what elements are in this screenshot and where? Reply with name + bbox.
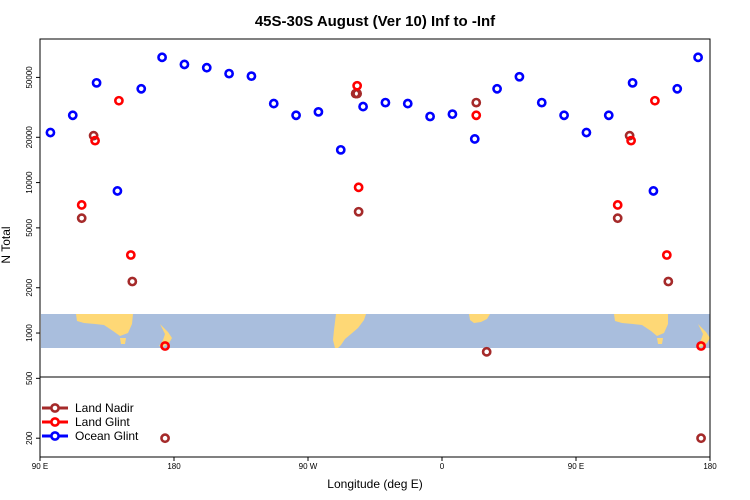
ocean-glint-point bbox=[136, 83, 147, 94]
y-tick-label: 5000 bbox=[25, 218, 34, 236]
x-axis: 90 E 180 90 W 0 90 E 180 bbox=[32, 457, 717, 471]
land-glint-point bbox=[160, 341, 170, 351]
x-tick-label: 90 W bbox=[299, 462, 318, 471]
land-nadir-point bbox=[612, 213, 623, 224]
y-tick-label: 1000 bbox=[25, 324, 34, 342]
ocean-glint-point bbox=[157, 52, 167, 63]
land-glint-point bbox=[125, 250, 136, 260]
land-glint-point bbox=[471, 110, 482, 121]
ocean-glint-point bbox=[201, 62, 212, 73]
x-tick-label: 0 bbox=[440, 462, 445, 471]
land-nadir-point bbox=[624, 130, 635, 141]
y-tick-label: 500 bbox=[25, 371, 34, 385]
map-strip bbox=[41, 314, 710, 348]
ocean-glint-point bbox=[581, 127, 592, 138]
ocean-glint-point bbox=[425, 111, 435, 122]
legend-marker-ocean-glint bbox=[50, 431, 60, 441]
ocean-glint-point bbox=[603, 110, 614, 121]
land-south-africa bbox=[469, 314, 490, 323]
land-nadir-point bbox=[696, 433, 706, 444]
y-axis-label: N Total bbox=[0, 226, 13, 263]
land-new-zealand-left bbox=[159, 324, 172, 347]
ocean-glint-point bbox=[672, 83, 683, 94]
legend-marker-land-glint bbox=[50, 417, 60, 427]
land-australia-left bbox=[76, 314, 133, 336]
ocean-glint-point bbox=[91, 77, 102, 88]
y-axis: 200 500 1000 2000 5000 10000 20000 50000 bbox=[25, 66, 40, 445]
land-glint-point bbox=[353, 182, 364, 193]
legend-marker-land-nadir bbox=[50, 403, 60, 413]
ocean-glint-point bbox=[335, 144, 346, 155]
ocean-glint-point bbox=[45, 127, 56, 138]
ocean-glint-point bbox=[246, 71, 257, 82]
land-tasmania-left bbox=[120, 338, 126, 344]
land-glint-point bbox=[76, 200, 87, 210]
x-tick-label: 180 bbox=[167, 462, 181, 471]
y-tick-label: 10000 bbox=[25, 171, 34, 194]
y-tick-label: 2000 bbox=[25, 278, 34, 296]
chart-title: 45S-30S August (Ver 10) Inf to -Inf bbox=[255, 13, 496, 30]
land-glint-point bbox=[650, 95, 660, 106]
ocean-glint-point bbox=[559, 110, 569, 121]
land-south-america bbox=[333, 314, 366, 348]
ocean-glint-point bbox=[313, 106, 324, 117]
land-nadir-point bbox=[353, 206, 364, 217]
ocean-glint-point bbox=[112, 186, 123, 196]
land-glint-point bbox=[626, 135, 636, 146]
ocean-glint-point bbox=[514, 71, 525, 82]
ocean-glint-point bbox=[179, 59, 190, 70]
x-axis-label: Longitude (deg E) bbox=[327, 477, 422, 491]
land-nadir-point bbox=[481, 346, 492, 357]
land-glint-point bbox=[696, 341, 706, 351]
land-glint-point bbox=[661, 250, 672, 260]
land-glint-point bbox=[114, 95, 124, 106]
ocean-glint-point bbox=[648, 186, 659, 196]
y-tick-label: 200 bbox=[25, 431, 34, 445]
ocean-glint-point bbox=[402, 98, 413, 109]
land-glint-point bbox=[612, 200, 623, 210]
ocean-glint-point bbox=[492, 83, 502, 94]
ocean-glint-point bbox=[693, 52, 703, 63]
land-glint-point bbox=[90, 135, 100, 146]
ocean-glint-point bbox=[291, 110, 301, 121]
data-points bbox=[45, 52, 706, 444]
land-australia-right bbox=[614, 314, 668, 336]
ocean-glint-point bbox=[469, 134, 480, 144]
ocean-glint-point bbox=[268, 98, 279, 109]
plot-frame bbox=[39, 38, 711, 458]
land-nadir-point bbox=[88, 130, 99, 141]
land-nadir-point bbox=[127, 276, 138, 287]
legend-label-ocean-glint: Ocean Glint bbox=[75, 429, 139, 443]
y-tick-label: 50000 bbox=[25, 66, 34, 89]
legend-label-land-glint: Land Glint bbox=[75, 415, 130, 429]
ocean-glint-point bbox=[536, 97, 547, 108]
y-tick-label: 20000 bbox=[25, 126, 34, 149]
x-tick-label: 90 E bbox=[32, 462, 48, 471]
land-nadir-point bbox=[76, 213, 87, 224]
x-tick-label: 180 bbox=[703, 462, 717, 471]
land-tasmania-right bbox=[657, 338, 663, 344]
ocean-glint-point bbox=[627, 77, 638, 88]
land-nadir-point bbox=[663, 276, 674, 287]
ocean-glint-point bbox=[67, 110, 78, 121]
land-nadir-point bbox=[160, 433, 170, 444]
ocean-glint-point bbox=[224, 68, 234, 79]
x-tick-label: 90 E bbox=[568, 462, 584, 471]
land-nadir-point bbox=[471, 97, 482, 108]
ocean-glint-point bbox=[380, 97, 391, 108]
land-nadir-point bbox=[352, 88, 363, 99]
ocean-band bbox=[41, 314, 710, 348]
ocean-glint-point bbox=[447, 109, 458, 120]
legend-label-land-nadir: Land Nadir bbox=[75, 401, 134, 415]
ocean-glint-point bbox=[358, 101, 368, 112]
land-glint-point bbox=[352, 80, 363, 91]
